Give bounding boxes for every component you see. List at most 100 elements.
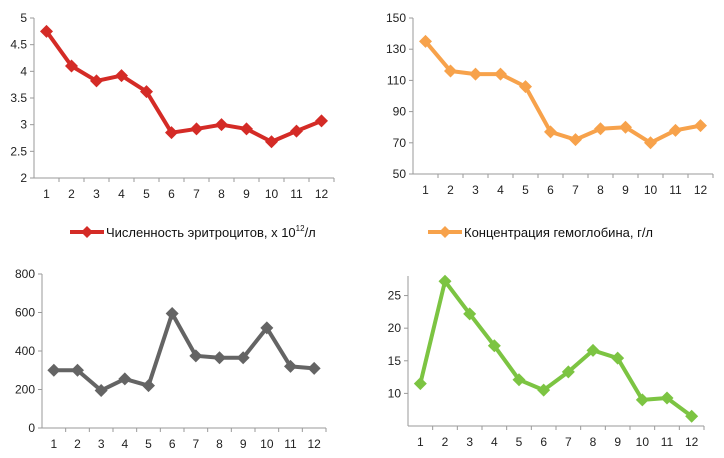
data-point-marker: [265, 135, 278, 149]
data-point-marker: [47, 363, 61, 377]
legend-label: Численность эритроцитов, х 1012/л: [106, 224, 316, 240]
y-tick-label: 5: [20, 11, 27, 25]
y-tick-label: 2: [20, 171, 27, 185]
x-tick-label: 3: [93, 187, 100, 201]
data-point-marker: [669, 123, 682, 137]
x-tick-label: 2: [447, 183, 454, 197]
data-point-marker: [537, 383, 551, 397]
data-point-marker: [619, 120, 632, 134]
data-point-marker: [512, 373, 526, 387]
y-tick-label: 70: [393, 136, 407, 150]
data-point-marker: [165, 306, 179, 320]
data-point-marker: [94, 383, 108, 397]
x-tick-label: 2: [74, 437, 81, 451]
y-tick-label: 4.5: [10, 38, 27, 52]
x-tick-label: 7: [572, 183, 579, 197]
x-tick-label: 11: [290, 187, 303, 201]
y-tick-label: 4: [20, 64, 27, 78]
data-point-marker: [189, 349, 203, 363]
data-point-marker: [487, 339, 501, 353]
y-tick-label: 3: [20, 118, 27, 132]
x-tick-label: 1: [50, 437, 57, 451]
data-point-marker: [413, 377, 427, 391]
data-point-marker: [586, 343, 600, 357]
y-tick-label: 90: [393, 105, 407, 119]
data-point-marker: [307, 361, 321, 375]
x-tick-label: 1: [417, 435, 424, 449]
y-tick-label: 2.5: [10, 144, 27, 158]
x-tick-label: 12: [685, 435, 699, 449]
legend-marker: [439, 226, 451, 238]
data-point-marker: [142, 379, 155, 393]
x-tick-label: 2: [68, 187, 75, 201]
x-tick-label: 11: [661, 435, 674, 449]
series-line: [423, 39, 703, 145]
x-tick-label: 10: [644, 183, 658, 197]
data-point-marker: [115, 69, 128, 83]
x-tick-label: 10: [260, 437, 274, 451]
legend-marker: [81, 226, 93, 238]
data-point-marker: [444, 64, 457, 78]
y-tick-label: 150: [386, 11, 406, 25]
x-tick-label: 4: [121, 437, 128, 451]
data-point-marker: [644, 136, 657, 150]
y-tick-label: 600: [15, 306, 35, 320]
data-point-marker: [611, 351, 625, 365]
x-tick-label: 3: [98, 437, 105, 451]
data-point-marker: [694, 119, 707, 133]
data-point-marker: [463, 307, 477, 321]
data-point-marker: [260, 321, 274, 335]
x-tick-label: 4: [491, 435, 498, 449]
x-tick-label: 8: [590, 435, 597, 449]
x-tick-label: 4: [118, 187, 125, 201]
data-point-marker: [494, 67, 507, 81]
data-point-marker: [519, 80, 532, 94]
x-tick-label: 2: [442, 435, 449, 449]
x-tick-label: 6: [169, 437, 176, 451]
data-point-marker: [215, 118, 228, 132]
data-point-marker: [284, 359, 297, 373]
series-line: [44, 29, 324, 144]
data-point-marker: [71, 363, 84, 377]
x-tick-label: 7: [565, 435, 572, 449]
x-tick-label: 4: [497, 183, 504, 197]
x-tick-label: 1: [43, 187, 50, 201]
data-point-marker: [240, 122, 253, 136]
data-point-marker: [118, 372, 132, 386]
x-tick-label: 6: [547, 183, 554, 197]
data-point-marker: [90, 74, 103, 88]
x-tick-label: 7: [192, 437, 199, 451]
y-tick-label: 400: [15, 344, 35, 358]
data-point-marker: [635, 393, 649, 407]
data-point-marker: [419, 34, 432, 48]
x-tick-label: 11: [669, 183, 682, 197]
x-tick-label: 5: [522, 183, 529, 197]
data-point-marker: [544, 125, 557, 139]
x-tick-label: 7: [193, 187, 200, 201]
x-tick-label: 10: [636, 435, 650, 449]
legend-label: Концентрация гемоглобина, г/л: [464, 225, 653, 240]
x-tick-label: 12: [694, 183, 708, 197]
x-tick-label: 6: [540, 435, 547, 449]
y-tick-label: 50: [393, 167, 407, 181]
data-point-marker: [469, 67, 482, 81]
y-tick-label: 800: [15, 267, 35, 281]
x-tick-label: 1: [422, 183, 429, 197]
data-point-marker: [165, 126, 178, 140]
x-tick-label: 9: [622, 183, 629, 197]
data-point-marker: [236, 351, 250, 365]
series-line: [418, 279, 694, 419]
y-tick-label: 25: [388, 289, 402, 303]
x-tick-label: 12: [315, 187, 329, 201]
data-point-marker: [190, 122, 203, 136]
y-tick-label: 20: [388, 321, 402, 335]
data-point-marker: [213, 351, 226, 365]
x-tick-label: 5: [143, 187, 150, 201]
chart-erythrocytes: 22.533.544.551 2 3 4 5 6 7 8 9 10 11 12Численность …: [10, 11, 335, 240]
x-tick-label: 11: [284, 437, 297, 451]
x-tick-label: 9: [243, 187, 250, 201]
x-tick-label: 8: [597, 183, 604, 197]
